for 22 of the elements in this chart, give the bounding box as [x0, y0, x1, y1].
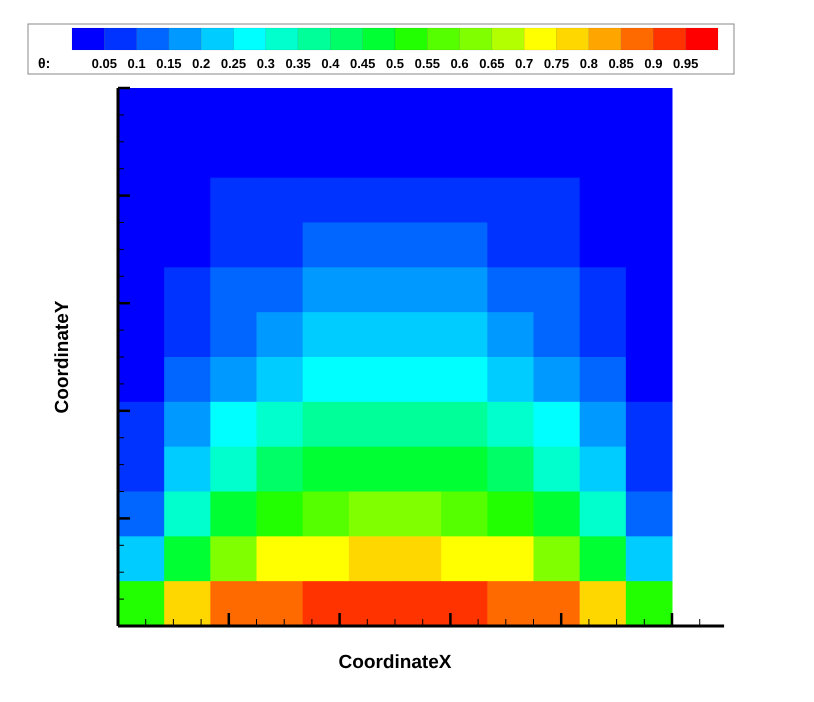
color-bar-label: 0.6 — [450, 56, 469, 71]
color-bar-label: 0.1 — [128, 56, 146, 71]
color-bar-label: 0.85 — [608, 56, 634, 71]
color-bar-label: 0.55 — [414, 56, 440, 71]
y-axis-title: CoordinateY — [52, 300, 73, 414]
color-bar-label: 0.45 — [350, 56, 376, 71]
color-bar-label: 0.4 — [321, 56, 340, 71]
color-bar-label: 0.65 — [479, 56, 505, 71]
color-bar-label: 0.75 — [544, 56, 570, 71]
color-bar-label: 0.15 — [156, 56, 182, 71]
x-axis-title: CoordinateX — [338, 652, 452, 673]
color-bar-label: 0.35 — [285, 56, 311, 71]
color-bar-label: 0.95 — [673, 56, 698, 71]
color-bar-label: 0.3 — [256, 56, 275, 71]
color-bar-label: 0.7 — [515, 56, 534, 71]
color-bar-label: 0.5 — [386, 56, 404, 71]
color-bar-label: 0.25 — [220, 56, 246, 71]
color-bar-label: 0.9 — [644, 56, 662, 71]
color-bar-label: 0.05 — [92, 56, 117, 71]
color-bar-title: θ: — [38, 55, 50, 71]
color-bar-label: 0.2 — [192, 56, 210, 71]
color-bar-label: 0.8 — [580, 56, 598, 71]
